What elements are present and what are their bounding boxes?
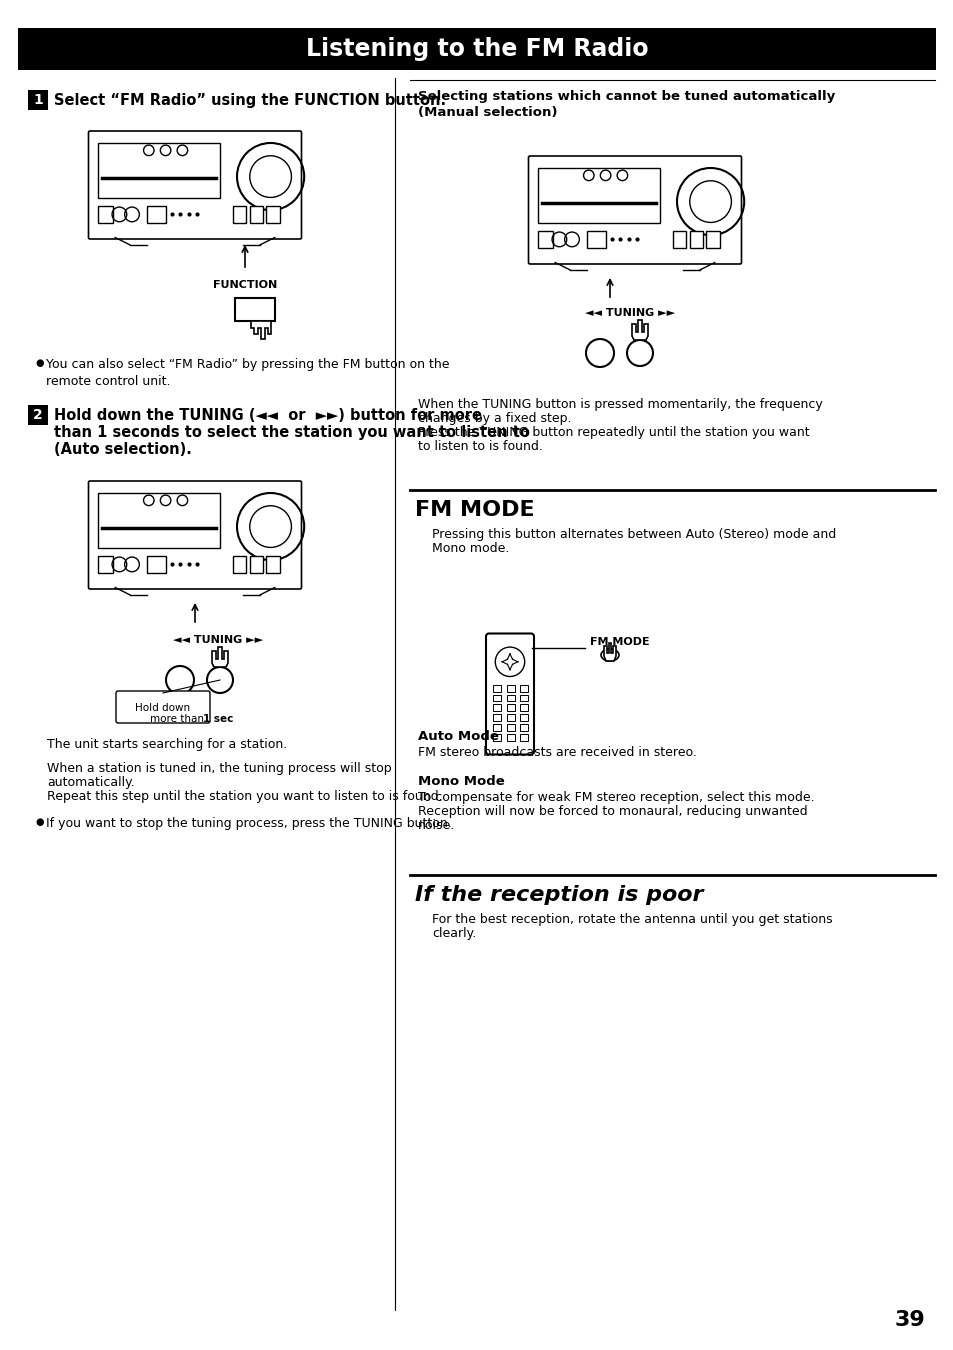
- Text: ●: ●: [35, 817, 44, 828]
- Text: The unit starts searching for a station.: The unit starts searching for a station.: [47, 738, 287, 751]
- Text: Hold down the TUNING (◄◄  or  ►►) button for more: Hold down the TUNING (◄◄ or ►►) button f…: [54, 408, 481, 423]
- Bar: [98, 143, 220, 197]
- Bar: [506, 733, 514, 741]
- Text: to listen to is found.: to listen to is found.: [417, 440, 542, 454]
- Text: changes by a fixed step.: changes by a fixed step.: [417, 412, 571, 425]
- Text: When the TUNING button is pressed momentarily, the frequency: When the TUNING button is pressed moment…: [417, 398, 821, 410]
- Bar: [147, 207, 166, 223]
- Text: 39: 39: [894, 1310, 924, 1330]
- Bar: [519, 705, 528, 711]
- Bar: [266, 556, 280, 572]
- Text: To compensate for weak FM stereo reception, select this mode.: To compensate for weak FM stereo recepti…: [417, 791, 814, 805]
- Bar: [266, 207, 280, 223]
- Bar: [98, 493, 220, 548]
- Text: Select “FM Radio” using the FUNCTION button.: Select “FM Radio” using the FUNCTION but…: [54, 93, 446, 108]
- Bar: [689, 231, 702, 248]
- Text: FM MODE: FM MODE: [415, 500, 534, 520]
- Bar: [493, 733, 500, 741]
- Bar: [519, 733, 528, 741]
- Text: than 1 seconds to select the station you want to listen to: than 1 seconds to select the station you…: [54, 425, 529, 440]
- Text: noise.: noise.: [417, 819, 455, 832]
- Bar: [235, 298, 274, 321]
- Text: automatically.: automatically.: [47, 776, 134, 788]
- Bar: [98, 556, 113, 572]
- Text: Mono mode.: Mono mode.: [432, 541, 509, 555]
- Bar: [705, 231, 720, 248]
- Bar: [537, 231, 553, 248]
- Text: If the reception is poor: If the reception is poor: [415, 886, 702, 904]
- Text: clearly.: clearly.: [432, 927, 476, 940]
- Text: Mono Mode: Mono Mode: [417, 775, 504, 788]
- Text: ●: ●: [35, 358, 44, 369]
- Polygon shape: [252, 321, 271, 339]
- Bar: [493, 714, 500, 721]
- Text: FM stereo broadcasts are received in stereo.: FM stereo broadcasts are received in ste…: [417, 747, 696, 759]
- Text: When a station is tuned in, the tuning process will stop: When a station is tuned in, the tuning p…: [47, 761, 392, 775]
- Bar: [519, 714, 528, 721]
- Bar: [506, 724, 514, 730]
- Bar: [493, 694, 500, 702]
- Bar: [18, 28, 935, 70]
- Bar: [506, 714, 514, 721]
- Bar: [519, 694, 528, 702]
- Text: Pressing this button alternates between Auto (Stereo) mode and: Pressing this button alternates between …: [432, 528, 836, 541]
- Text: FUNCTION: FUNCTION: [213, 279, 276, 290]
- Polygon shape: [631, 320, 647, 340]
- FancyBboxPatch shape: [89, 481, 301, 589]
- Bar: [493, 724, 500, 730]
- Text: 2: 2: [33, 408, 43, 423]
- Text: Repeat this step until the station you want to listen to is found.: Repeat this step until the station you w…: [47, 790, 442, 803]
- Bar: [28, 90, 48, 109]
- Text: Reception will now be forced to monaural, reducing unwanted: Reception will now be forced to monaural…: [417, 805, 807, 818]
- Bar: [537, 167, 659, 223]
- Bar: [250, 207, 263, 223]
- Polygon shape: [603, 643, 616, 662]
- Text: Press the TUNING button repeatedly until the station you want: Press the TUNING button repeatedly until…: [417, 427, 809, 439]
- FancyBboxPatch shape: [116, 691, 210, 724]
- Text: Listening to the FM Radio: Listening to the FM Radio: [305, 36, 648, 61]
- Text: Auto Mode: Auto Mode: [417, 730, 498, 742]
- Bar: [493, 684, 500, 691]
- Polygon shape: [212, 647, 228, 667]
- Text: 1: 1: [33, 93, 43, 107]
- Text: FM MODE: FM MODE: [589, 637, 649, 647]
- Bar: [672, 231, 686, 248]
- Bar: [233, 207, 246, 223]
- Text: You can also select “FM Radio” by pressing the FM button on the
remote control u: You can also select “FM Radio” by pressi…: [46, 358, 449, 387]
- Bar: [586, 231, 605, 248]
- Text: ◄◄ TUNING ►►: ◄◄ TUNING ►►: [172, 634, 263, 645]
- FancyBboxPatch shape: [89, 131, 301, 239]
- Text: more than: more than: [150, 714, 207, 724]
- Bar: [28, 405, 48, 425]
- Text: Hold down: Hold down: [135, 703, 191, 713]
- Bar: [147, 556, 166, 572]
- Bar: [493, 705, 500, 711]
- Bar: [506, 694, 514, 702]
- Text: For the best reception, rotate the antenna until you get stations: For the best reception, rotate the anten…: [432, 913, 832, 926]
- FancyBboxPatch shape: [528, 157, 740, 265]
- Bar: [250, 556, 263, 572]
- FancyBboxPatch shape: [485, 633, 534, 755]
- Text: If you want to stop the tuning process, press the TUNING button.: If you want to stop the tuning process, …: [46, 817, 452, 830]
- Bar: [519, 684, 528, 691]
- Bar: [519, 724, 528, 730]
- Bar: [506, 684, 514, 691]
- Text: .: .: [230, 714, 233, 724]
- Text: Selecting stations which cannot be tuned automatically: Selecting stations which cannot be tuned…: [417, 90, 835, 103]
- Text: ◄◄ TUNING ►►: ◄◄ TUNING ►►: [584, 308, 675, 319]
- Text: (Manual selection): (Manual selection): [417, 107, 557, 119]
- Text: 1 sec: 1 sec: [203, 714, 233, 724]
- Bar: [98, 207, 113, 223]
- Bar: [233, 556, 246, 572]
- Bar: [506, 705, 514, 711]
- Text: (Auto selection).: (Auto selection).: [54, 441, 192, 458]
